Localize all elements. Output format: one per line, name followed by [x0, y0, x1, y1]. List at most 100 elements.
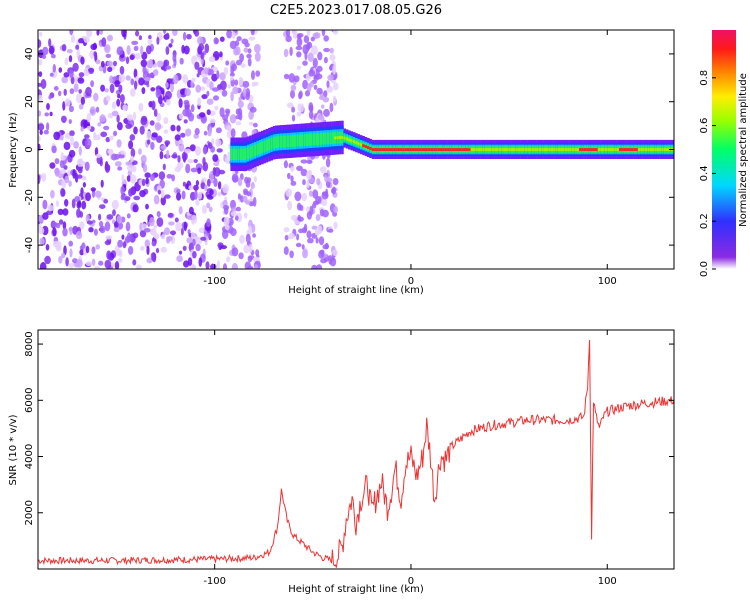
spectrogram-cell: [475, 148, 478, 151]
spectrogram-cell: [301, 134, 304, 147]
spectrogram-cell: [132, 259, 137, 266]
spectrogram-cell: [249, 121, 254, 126]
spectrogram-cell: [41, 54, 47, 59]
spectrogram-cell: [322, 191, 327, 196]
spectrogram-cell: [118, 73, 126, 83]
spectrogram-cell: [447, 148, 450, 151]
spectrogram-cell: [258, 142, 262, 155]
spectrogram-cell: [295, 242, 302, 248]
spectrogram-cell: [48, 95, 52, 100]
spectrogram-cell: [458, 148, 462, 151]
spectrogram-cell: [367, 146, 370, 149]
spectrogram-cell: [219, 36, 225, 42]
spectrogram-cell: [146, 45, 152, 55]
spectrogram-cell: [621, 148, 624, 151]
spectrogram-cell: [323, 35, 330, 42]
spectrogram-cell: [251, 70, 255, 80]
spectrogram-cell: [316, 178, 321, 186]
spectrogram-cell: [157, 189, 162, 195]
spectrogram-cell: [222, 229, 229, 240]
spectrogram-cell: [178, 250, 183, 255]
spectrogram-cell: [212, 154, 219, 162]
spectrogram-cell: [84, 161, 90, 171]
spectrogram-cell: [38, 39, 42, 49]
spectrogram-cell: [158, 171, 166, 180]
spectrogram-cell: [50, 189, 55, 199]
spectrogram-cell: [182, 181, 186, 187]
spectrogram-cell: [172, 53, 177, 63]
spectrogram-cell: [200, 58, 204, 65]
spectrogram-cell: [107, 34, 113, 42]
spectrogram-cell: [239, 53, 245, 63]
spectrogram-cell: [114, 161, 122, 167]
spectrogram-cell: [255, 249, 260, 256]
spectrogram-cell: [180, 132, 186, 138]
spectrogram-cell: [336, 136, 339, 140]
spectrogram-cell: [288, 73, 295, 83]
spectrogram-cell: [324, 174, 328, 183]
spectrogram-cell: [205, 261, 210, 269]
spectrogram-cell: [63, 245, 67, 256]
spectrogram-cell: [198, 227, 205, 234]
spectrogram-cell: [256, 143, 259, 156]
spectrogram-cell: [222, 263, 228, 269]
spectrogram-cell: [58, 67, 63, 73]
spectrogram-cell: [151, 241, 156, 247]
spectrogram-cell: [140, 246, 145, 251]
spectrogram-cell: [216, 139, 222, 147]
spectrogram-cell: [315, 133, 318, 146]
spectrogram-cell: [63, 141, 71, 151]
spectrogram-cell: [550, 148, 554, 151]
spectrogram-cell: [68, 180, 72, 187]
spectrogram-cell: [38, 110, 42, 117]
spectrogram-cell: [208, 206, 213, 213]
spectrogram-cell: [252, 196, 257, 207]
top-xtick-label: 0: [408, 276, 414, 287]
spectrogram-xlabel: Height of straight line (km): [288, 285, 424, 296]
spectrogram-cell: [374, 148, 377, 151]
spectrogram-cell: [116, 114, 120, 123]
spectrogram-cell: [376, 148, 379, 151]
spectrogram-cell: [465, 148, 469, 151]
spectrogram-cell: [313, 84, 318, 90]
spectrogram-cell: [520, 148, 523, 151]
spectrogram-cell: [132, 111, 137, 121]
spectrogram-cell: [212, 167, 216, 176]
spectrogram-cell: [86, 220, 93, 225]
bot-ytick-label: 6000: [24, 388, 35, 413]
spectrogram-cell: [147, 73, 154, 78]
spectrogram-cell: [121, 234, 125, 240]
spectrogram-cell: [289, 250, 294, 259]
spectrogram-cell: [242, 195, 248, 203]
spectrogram-cell: [309, 81, 314, 88]
spectrogram-cell: [203, 67, 209, 75]
spectrogram-cell: [286, 135, 290, 148]
spectrogram-cell: [238, 252, 244, 260]
spectrogram-cell: [203, 130, 208, 136]
spectrogram-cell: [144, 239, 150, 248]
spectrogram-cell: [548, 148, 551, 151]
spectrogram-cell: [80, 126, 84, 132]
spectrogram-cell: [311, 203, 317, 209]
spectrogram-cell: [305, 44, 310, 50]
spectrogram-cell: [100, 179, 104, 188]
spectrogram-cell: [117, 93, 121, 99]
spectrogram-cell: [265, 139, 269, 152]
spectrogram-cell: [126, 175, 131, 182]
spectrogram-cell: [38, 71, 43, 77]
spectrogram-cell: [331, 132, 335, 144]
spectrogram-cell: [174, 217, 179, 223]
spectrogram-cell: [293, 75, 300, 83]
spectrogram-cell: [80, 56, 85, 65]
spectrogram-cell: [175, 222, 183, 232]
spectrogram-cell: [329, 54, 336, 61]
spectrogram-cell: [89, 106, 97, 116]
spectrogram-cell: [301, 192, 307, 202]
top-ytick-label: 0: [24, 146, 35, 152]
spectrogram-cell: [127, 245, 134, 255]
spectrogram-cell: [223, 204, 230, 211]
spectrogram-cell: [253, 176, 257, 183]
spectrogram-cell: [75, 44, 80, 50]
spectrogram-cell: [139, 190, 146, 198]
spectrogram-cell: [225, 110, 230, 117]
